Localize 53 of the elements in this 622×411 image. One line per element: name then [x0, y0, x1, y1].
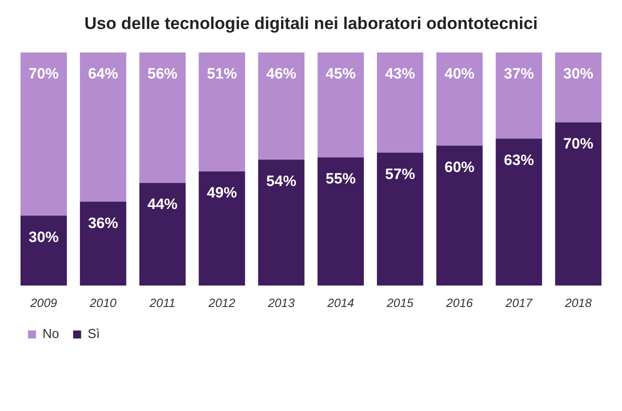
data-label: 37% — [504, 66, 534, 83]
data-label: 30% — [563, 66, 594, 83]
bar — [80, 52, 126, 202]
x-tick-label: 2009 — [29, 296, 58, 310]
data-label: 60% — [444, 158, 475, 176]
x-tick-label: 2018 — [564, 296, 592, 310]
data-label: 46% — [266, 66, 296, 83]
data-label: 49% — [206, 184, 237, 202]
bar — [139, 52, 186, 183]
data-label: 54% — [266, 172, 296, 190]
bar — [496, 52, 542, 139]
bar — [258, 52, 304, 160]
data-label: 70% — [28, 66, 59, 83]
bar — [555, 52, 602, 122]
data-label: 45% — [326, 66, 356, 83]
data-label: 64% — [88, 66, 118, 83]
data-label: 51% — [206, 66, 237, 83]
bar — [436, 52, 483, 146]
x-tick-label: 2015 — [386, 296, 414, 310]
chart-title: Uso delle tecnologie digitali nei laboratori odontotecnici — [84, 14, 538, 33]
x-tick-label: 2016 — [445, 296, 474, 310]
x-tick-label: 2014 — [326, 296, 354, 310]
bar — [80, 202, 126, 286]
data-label: 40% — [444, 66, 475, 83]
data-label: 30% — [28, 228, 59, 246]
bar — [496, 138, 542, 286]
bar — [20, 52, 67, 216]
x-tick-label: 2012 — [208, 296, 236, 310]
legend-label: No — [42, 326, 60, 342]
data-label: 55% — [326, 170, 356, 188]
bar — [139, 182, 186, 286]
x-tick-label: 2011 — [148, 296, 176, 310]
bar — [20, 216, 67, 286]
x-tick-label: 2010 — [88, 296, 117, 310]
bar — [258, 160, 304, 286]
bar — [198, 52, 246, 172]
data-label: 70% — [563, 136, 594, 152]
bar — [198, 171, 246, 286]
bar — [376, 52, 424, 153]
x-tick-label: 2017 — [504, 296, 534, 310]
legend-label: Sì — [88, 326, 100, 342]
x-tick-label: 2013 — [266, 296, 295, 310]
bar — [436, 146, 483, 286]
bar — [555, 122, 602, 286]
data-label: 63% — [504, 152, 534, 169]
data-label: 36% — [88, 214, 118, 232]
data-label: 44% — [147, 196, 178, 214]
bar — [376, 152, 424, 286]
bar — [318, 157, 364, 286]
data-label: 57% — [385, 166, 416, 183]
data-label: 56% — [147, 66, 178, 83]
bar — [318, 52, 364, 158]
data-label: 43% — [385, 66, 416, 83]
